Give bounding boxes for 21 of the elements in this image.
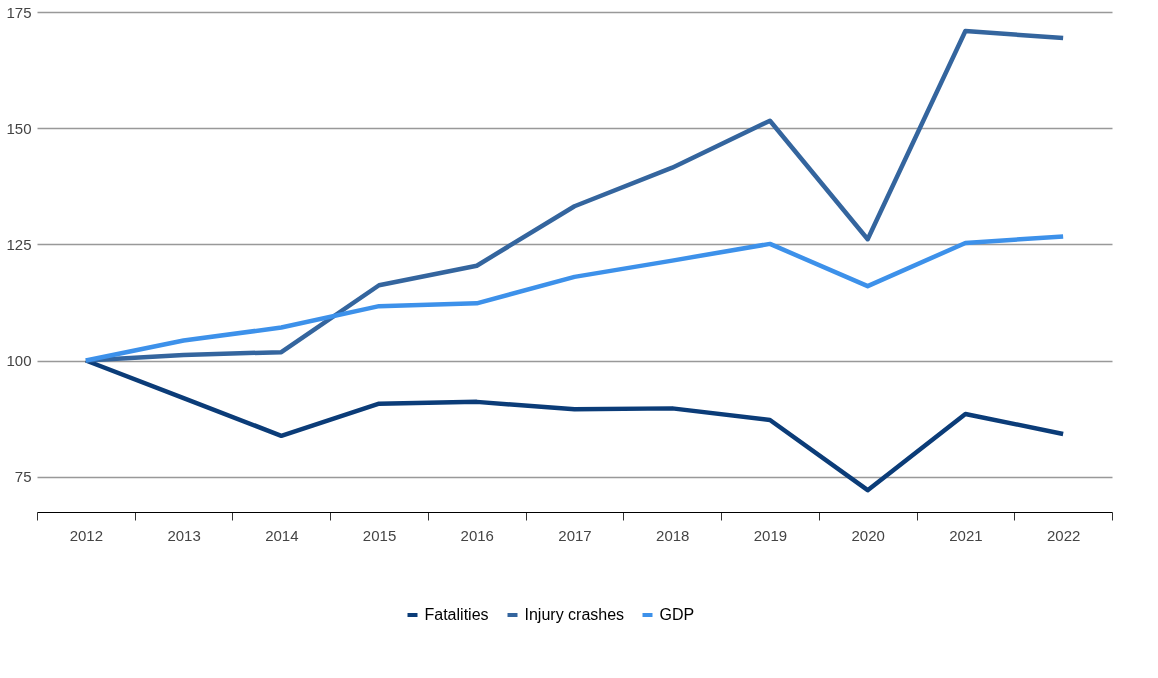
x-tick-label: 2018 [656,526,690,544]
x-tick-label: 2020 [851,526,885,544]
x-tick-label: 2013 [167,526,201,544]
line-series [83,358,1066,493]
x-tick-label: 2019 [753,526,788,544]
x-tick-label: 2015 [362,526,397,544]
x-tick-label: 2016 [460,526,494,544]
x-tick-label: 2021 [949,526,983,544]
legend-label: GDP [659,606,695,623]
y-tick-label: 125 [6,235,32,253]
x-tick-label: 2014 [265,526,299,544]
legend-label: Fatalities [424,606,489,623]
x-tick-label: 2022 [1046,526,1081,544]
x-tick-label: 2017 [558,526,592,544]
y-tick-label: 75 [14,468,32,486]
x-tick-label: 2012 [69,526,104,544]
legend-label: Injury crashes [524,606,625,623]
line-series [83,234,1066,363]
y-tick-label: 150 [6,119,32,137]
y-tick-label: 175 [6,3,32,21]
y-tick-label: 100 [6,352,32,370]
